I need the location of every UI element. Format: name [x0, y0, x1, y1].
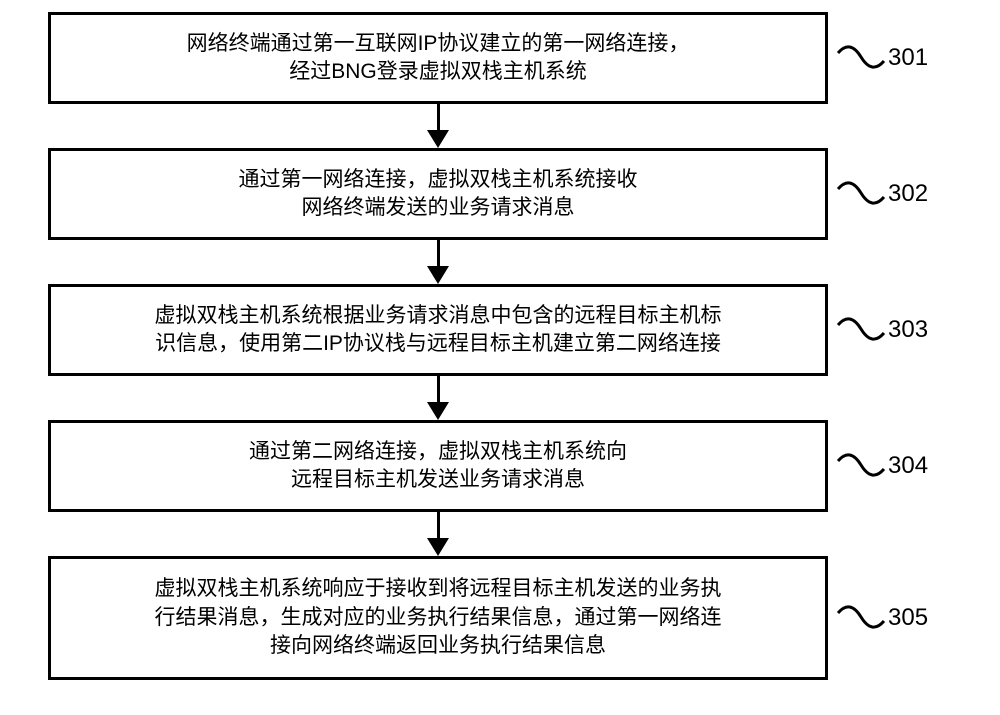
brace-icon: [836, 179, 886, 209]
brace-icon: [836, 43, 886, 73]
step-id: 304: [888, 452, 928, 479]
brace-icon: [836, 603, 886, 633]
step-row: 通过第二网络连接，虚拟双栈主机系统向 远程目标主机发送业务请求消息 304: [48, 420, 952, 512]
step-text: 虚拟双栈主机系统响应于接收到将远程目标主机发送的业务执 行结果消息，生成对应的业…: [155, 575, 722, 660]
flow-arrow: [48, 376, 828, 420]
step-label-301: 301: [888, 44, 928, 72]
step-line: 通过第一网络连接，虚拟双栈主机系统接收: [239, 168, 638, 191]
step-text: 网络终端通过第一互联网IP协议建立的第一网络连接， 经过BNG登录虚拟双栈主机系…: [187, 30, 690, 87]
step-row: 网络终端通过第一互联网IP协议建立的第一网络连接， 经过BNG登录虚拟双栈主机系…: [48, 12, 952, 104]
step-id: 302: [888, 180, 928, 207]
step-line: 网络终端发送的业务请求消息: [302, 196, 575, 219]
step-label-302: 302: [888, 180, 928, 208]
step-row: 虚拟双栈主机系统响应于接收到将远程目标主机发送的业务执 行结果消息，生成对应的业…: [48, 556, 952, 680]
step-text: 通过第二网络连接，虚拟双栈主机系统向 远程目标主机发送业务请求消息: [249, 438, 627, 495]
brace-icon: [836, 451, 886, 481]
step-line: 虚拟双栈主机系统响应于接收到将远程目标主机发送的业务执: [155, 577, 722, 600]
step-box-302: 通过第一网络连接，虚拟双栈主机系统接收 网络终端发送的业务请求消息: [48, 148, 828, 240]
step-box-301: 网络终端通过第一互联网IP协议建立的第一网络连接， 经过BNG登录虚拟双栈主机系…: [48, 12, 828, 104]
step-line: 识信息，使用第二IP协议栈与远程目标主机建立第二网络连接: [155, 332, 721, 355]
step-text: 虚拟双栈主机系统根据业务请求消息中包含的远程目标主机标 识信息，使用第二IP协议…: [155, 302, 722, 359]
step-box-304: 通过第二网络连接，虚拟双栈主机系统向 远程目标主机发送业务请求消息: [48, 420, 828, 512]
step-label-305: 305: [888, 604, 928, 632]
flowchart-container: 网络终端通过第一互联网IP协议建立的第一网络连接， 经过BNG登录虚拟双栈主机系…: [48, 12, 952, 680]
flow-arrow: [48, 104, 828, 148]
brace-icon: [836, 315, 886, 345]
step-line: 通过第二网络连接，虚拟双栈主机系统向: [249, 440, 627, 463]
step-box-303: 虚拟双栈主机系统根据业务请求消息中包含的远程目标主机标 识信息，使用第二IP协议…: [48, 284, 828, 376]
step-line: 接向网络终端返回业务执行结果信息: [270, 634, 606, 657]
step-text: 通过第一网络连接，虚拟双栈主机系统接收 网络终端发送的业务请求消息: [239, 166, 638, 223]
step-line: 行结果消息，生成对应的业务执行结果信息，通过第一网络连: [155, 606, 722, 629]
flow-arrow: [48, 240, 828, 284]
step-line: 经过BNG登录虚拟双栈主机系统: [289, 60, 587, 83]
step-box-305: 虚拟双栈主机系统响应于接收到将远程目标主机发送的业务执 行结果消息，生成对应的业…: [48, 556, 828, 680]
step-row: 虚拟双栈主机系统根据业务请求消息中包含的远程目标主机标 识信息，使用第二IP协议…: [48, 284, 952, 376]
step-label-304: 304: [888, 452, 928, 480]
step-line: 网络终端通过第一互联网IP协议建立的第一网络连接，: [187, 32, 690, 55]
step-line: 远程目标主机发送业务请求消息: [291, 468, 585, 491]
flow-arrow: [48, 512, 828, 556]
step-id: 301: [888, 44, 928, 71]
step-row: 通过第一网络连接，虚拟双栈主机系统接收 网络终端发送的业务请求消息 302: [48, 148, 952, 240]
step-id: 303: [888, 316, 928, 343]
step-line: 虚拟双栈主机系统根据业务请求消息中包含的远程目标主机标: [155, 304, 722, 327]
step-id: 305: [888, 604, 928, 631]
step-label-303: 303: [888, 316, 928, 344]
